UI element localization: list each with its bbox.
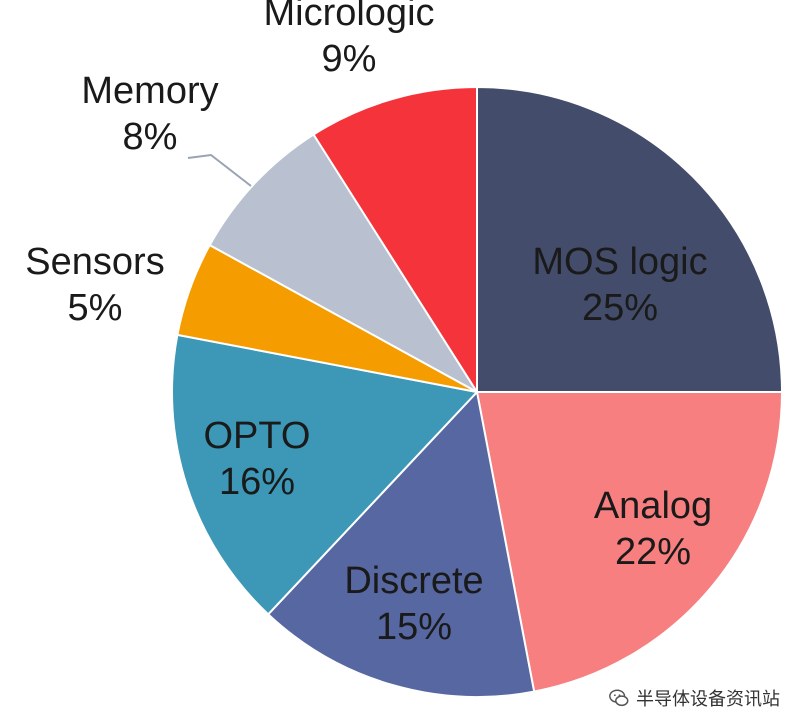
slice-label-sensors: Sensors 5% bbox=[25, 241, 164, 329]
wechat-icon bbox=[609, 689, 629, 707]
pie-slice-mos-logic bbox=[476, 85, 784, 393]
watermark-text: 半导体设备资讯站 bbox=[636, 689, 780, 710]
pie-slice-opto bbox=[171, 333, 479, 616]
slice-name: Analog bbox=[594, 485, 712, 527]
slice-name: Sensors bbox=[25, 241, 164, 283]
slice-name: OPTO bbox=[204, 415, 311, 457]
slice-percent: 5% bbox=[68, 287, 123, 329]
slice-name: Discrete bbox=[344, 560, 483, 602]
slice-percent: 15% bbox=[376, 606, 452, 648]
slice-percent: 16% bbox=[219, 461, 295, 503]
slice-percent: 8% bbox=[123, 116, 178, 158]
slice-percent: 9% bbox=[322, 38, 377, 80]
leader-line-memory bbox=[187, 153, 252, 187]
slice-name: Memory bbox=[81, 70, 218, 112]
pie-slice-memory bbox=[208, 133, 478, 393]
pie-slice-discrete bbox=[266, 389, 536, 699]
slice-name: MOS logic bbox=[532, 241, 707, 283]
slice-label-micrologic: Micrologic 9% bbox=[263, 0, 434, 80]
slice-label-memory: Memory 8% bbox=[81, 70, 218, 158]
slice-percent: 25% bbox=[582, 287, 658, 329]
slice-percent: 22% bbox=[615, 531, 691, 573]
pie-slice-analog bbox=[475, 391, 784, 693]
slice-label-discrete: Discrete 15% bbox=[344, 560, 483, 648]
watermark: 半导体设备资讯站 bbox=[608, 685, 780, 711]
slice-label-analog: Analog 22% bbox=[594, 485, 712, 573]
pie-slice-micrologic bbox=[312, 85, 478, 396]
slice-name: Micrologic bbox=[263, 0, 434, 34]
slice-label-opto: OPTO 16% bbox=[204, 415, 311, 503]
slice-label-mos-logic: MOS logic 25% bbox=[532, 241, 707, 329]
